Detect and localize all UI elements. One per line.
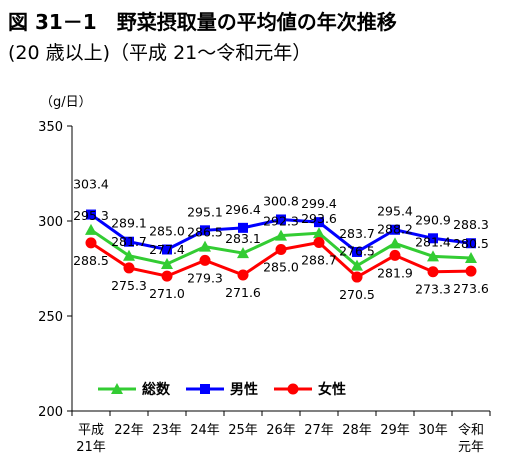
- x-tick-label: 24年: [190, 423, 220, 438]
- legend-label: 総数: [142, 381, 171, 398]
- data-label: 300.8: [263, 193, 299, 208]
- data-label: 289.1: [111, 216, 147, 231]
- data-label: 290.9: [415, 212, 451, 227]
- x-tick-label: 27年: [304, 423, 334, 438]
- x-tick-label: 29年: [380, 423, 410, 438]
- data-point: [199, 240, 211, 252]
- data-label: 295.4: [377, 204, 413, 219]
- data-label: 281.4: [415, 234, 451, 249]
- data-point: [162, 244, 172, 255]
- data-point: [199, 254, 211, 266]
- data-label: 273.3: [415, 282, 451, 297]
- data-label: 303.4: [73, 177, 109, 192]
- data-point: [351, 271, 363, 283]
- data-point: [389, 237, 401, 249]
- data-point: [389, 249, 401, 261]
- data-label: 288.5: [73, 253, 109, 268]
- data-label: 275.3: [111, 278, 147, 293]
- data-label: 293.6: [301, 211, 337, 226]
- chart-series: [85, 209, 477, 283]
- data-label: 281.9: [377, 265, 413, 280]
- data-point: [427, 266, 439, 278]
- y-tick-label: 300: [38, 215, 63, 230]
- data-label: 292.3: [263, 214, 299, 229]
- data-point: [85, 223, 97, 235]
- data-label: 273.6: [453, 281, 489, 296]
- chart-legend: 総数 男性 女性: [98, 381, 346, 398]
- y-tick-label: 250: [38, 310, 63, 325]
- legend-label: 女性: [318, 381, 346, 398]
- x-tick-label: 23年: [152, 423, 182, 438]
- data-point: [314, 217, 324, 228]
- data-point: [313, 227, 325, 239]
- data-point: [238, 222, 248, 233]
- legend-marker: [200, 384, 210, 394]
- data-point: [352, 246, 362, 257]
- data-label: 283.1: [225, 231, 261, 246]
- data-point: [313, 236, 325, 248]
- data-point: [276, 214, 286, 225]
- data-label: 296.4: [225, 202, 261, 217]
- x-tick-label: 平成 21年: [76, 423, 106, 455]
- data-point: [237, 247, 249, 259]
- data-label: 295.3: [73, 208, 109, 223]
- y-tick-label: 350: [38, 120, 63, 135]
- chart-title: 図 31－1 野菜摂取量の平均値の年次推移: [8, 10, 397, 34]
- data-point: [390, 224, 400, 235]
- data-label: 299.4: [301, 196, 337, 211]
- data-point: [124, 236, 134, 247]
- x-tick-label: 26年: [266, 423, 296, 438]
- data-label: 283.7: [339, 226, 375, 241]
- data-label: 285.0: [149, 224, 185, 239]
- y-axis-label: （g/日）: [40, 95, 92, 110]
- legend-marker: [287, 383, 299, 395]
- chart-subtitle: (20 歳以上)（平成 21～令和元年）: [8, 42, 312, 64]
- data-label: 277.4: [149, 242, 185, 257]
- data-label: 279.3: [187, 270, 223, 285]
- data-label: 295.1: [187, 204, 223, 219]
- chart-axes: （g/日） 200 250 300 350 平成 21年 22年 23年 24年 25年 26年 27年…: [38, 95, 491, 455]
- x-tick-label: 22年: [114, 423, 144, 438]
- data-point: [86, 209, 96, 220]
- data-point: [465, 252, 477, 264]
- data-label: 280.5: [453, 236, 489, 251]
- data-point: [161, 257, 173, 269]
- data-label: 285.0: [263, 260, 299, 275]
- data-label: 286.5: [187, 225, 223, 240]
- data-point: [466, 238, 476, 249]
- data-label: 271.0: [149, 286, 185, 301]
- x-tick-label: 25年: [228, 423, 258, 438]
- data-point: [275, 244, 287, 255]
- data-label: 271.6: [225, 285, 261, 300]
- x-tick-label: 令和元年: [458, 423, 484, 455]
- legend-marker: [111, 383, 123, 394]
- data-label: 288.7: [301, 252, 337, 267]
- data-point: [200, 225, 210, 236]
- data-label: 270.5: [339, 287, 375, 302]
- legend-label: 男性: [230, 381, 258, 398]
- data-point: [275, 229, 287, 241]
- data-point: [123, 249, 135, 261]
- data-point: [161, 270, 173, 282]
- data-point: [427, 250, 439, 262]
- data-point: [465, 265, 477, 277]
- data-point: [85, 237, 97, 249]
- data-point: [237, 269, 249, 281]
- data-point: [123, 262, 135, 274]
- x-tick-label: 30年: [418, 423, 448, 438]
- data-label: 288.3: [453, 217, 489, 232]
- data-point: [351, 259, 363, 271]
- data-point: [428, 233, 438, 244]
- data-label: 276.5: [339, 244, 375, 259]
- y-tick-label: 200: [38, 405, 63, 420]
- data-label: 281.7: [111, 234, 147, 249]
- data-label: 288.2: [377, 221, 413, 236]
- x-tick-label: 28年: [342, 423, 372, 438]
